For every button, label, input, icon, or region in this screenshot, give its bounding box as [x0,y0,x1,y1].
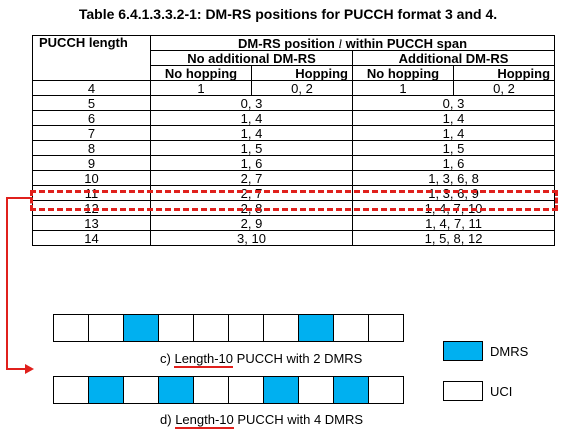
cell-value: 0, 3 [150,95,353,111]
caption-highlight: Length-10 [174,351,234,368]
cell-value: 1, 5 [150,140,353,156]
uci-symbol [263,314,299,342]
variable-l: l [338,35,343,51]
cell-length: 13 [32,215,151,231]
cell-length: 7 [32,125,151,141]
cell-value: 0, 3 [351,95,556,111]
header-no-hopping-1: No hopping [150,65,252,81]
dmrs-positions-table: PUCCH length DM-RS position l within PUC… [32,35,556,246]
cell-value: 1 [150,80,252,96]
dmrs-symbol [123,314,159,342]
cell-length: 6 [32,110,151,126]
uci-symbol [88,314,124,342]
dmrs-symbol [333,376,369,404]
caption-4dmrs: d) Length-10 PUCCH with 4 DMRS [160,412,364,429]
table-row: 13 2, 9 1, 4, 7, 11 [32,215,556,231]
header-no-hopping-2: No hopping [352,65,454,81]
header-additional: Additional DM-RS [351,50,556,66]
cell-value: 1, 4 [150,110,353,126]
cell-length: 9 [32,155,151,171]
cell-length: 8 [32,140,151,156]
uci-symbol [123,376,159,404]
cell-value: 0, 2 [452,80,556,96]
uci-symbol [333,314,369,342]
table-row: 9 1, 6 1, 6 [32,155,556,171]
uci-symbol [368,314,404,342]
uci-symbol [368,376,404,404]
header-no-additional: No additional DM-RS [150,50,353,66]
cell-value: 3, 10 [150,230,353,246]
table-row: 5 0, 3 0, 3 [32,95,556,111]
cell-value: 1, 4 [351,110,556,126]
cell-length: 10 [32,170,151,186]
uci-symbol [158,314,194,342]
table-row-highlighted: 10 2, 7 1, 3, 6, 8 [32,170,556,186]
arrow-connector [6,197,32,199]
legend-dmrs-label: DMRS [490,344,529,359]
table-title: Table 6.4.1.3.3.2-1: DM-RS positions for… [78,6,498,22]
cell-value: 1, 5, 8, 12 [351,230,556,246]
dmrs-symbol [298,314,334,342]
cell-value: 1, 4 [150,125,353,141]
caption-highlight: Length-10 [175,412,234,429]
cell-value: 1, 3, 6, 8 [351,170,556,186]
uci-symbol [193,376,229,404]
cell-value: 1, 6 [150,155,353,171]
header-pucch-length: PUCCH length [32,35,151,81]
legend-uci-label: UCI [490,384,513,399]
header-dmrs-position: DM-RS position l within PUCCH span [149,35,556,51]
arrow-connector-vertical [6,197,8,369]
dmrs-symbol [263,376,299,404]
cell-length: 4 [32,80,151,96]
uci-symbol [53,314,89,342]
caption-2dmrs: c) Length-10 PUCCH with 2 DMRS [160,351,363,368]
cell-value: 1, 5 [351,140,556,156]
table-row: 6 1, 4 1, 4 [32,110,556,126]
dmrs-symbol [88,376,124,404]
table-row: 4 1 0, 2 1 0, 2 [32,80,556,96]
legend-dmrs-swatch [443,341,483,361]
legend-uci-swatch [443,381,483,401]
uci-symbol [228,376,264,404]
cell-length: 14 [32,230,151,246]
cell-value: 2, 9 [150,215,353,231]
cell-value: 1, 6 [351,155,556,171]
pucch-symbol-row-4dmrs [53,376,404,404]
cell-value: 0, 2 [251,80,353,96]
header-hopping-1: Hopping [251,65,353,81]
cell-value: 1, 4, 7, 11 [351,215,556,231]
arrow-head-icon [25,364,34,374]
header-hopping-2: Hopping [452,65,556,81]
uci-symbol [298,376,334,404]
uci-symbol [53,376,89,404]
cell-length: 5 [32,95,151,111]
cell-value: 2, 7 [150,170,353,186]
cell-value: 1, 4 [351,125,556,141]
dmrs-symbol [158,376,194,404]
table-row: 7 1, 4 1, 4 [32,125,556,141]
arrow-connector-bottom [6,368,26,370]
cell-value: 1 [352,80,454,96]
uci-symbol [228,314,264,342]
uci-symbol [193,314,229,342]
row-highlight-box [30,190,558,211]
table-row: 14 3, 10 1, 5, 8, 12 [32,230,556,246]
table-row: 8 1, 5 1, 5 [32,140,556,156]
pucch-symbol-row-2dmrs [53,314,404,342]
